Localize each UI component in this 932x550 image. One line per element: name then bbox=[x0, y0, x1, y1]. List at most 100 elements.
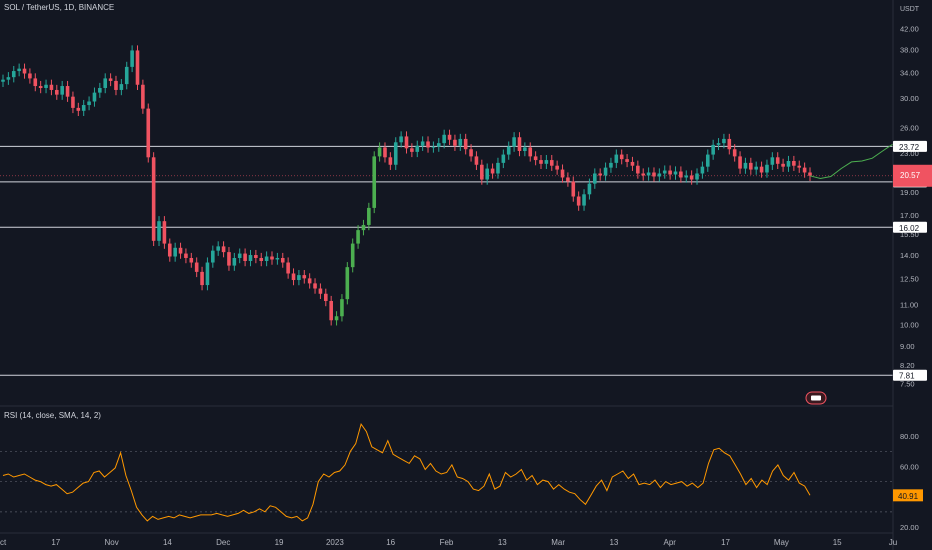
candle bbox=[587, 183, 592, 195]
candle bbox=[71, 96, 75, 108]
candle bbox=[415, 145, 420, 152]
candle bbox=[539, 160, 543, 164]
candle bbox=[302, 275, 307, 279]
candle bbox=[65, 86, 70, 97]
candle bbox=[38, 86, 43, 88]
candle bbox=[167, 243, 172, 257]
candle bbox=[711, 144, 715, 155]
candle bbox=[684, 175, 689, 178]
candle bbox=[227, 252, 231, 266]
candle bbox=[496, 162, 500, 174]
candle bbox=[108, 78, 113, 81]
candle bbox=[1, 79, 5, 82]
candle bbox=[603, 167, 608, 176]
candle bbox=[211, 250, 215, 263]
candle bbox=[738, 156, 742, 169]
time-tick-label: ct bbox=[0, 538, 7, 547]
candle bbox=[576, 196, 581, 206]
candle bbox=[216, 246, 220, 251]
price-tick-label: 7.50 bbox=[900, 380, 915, 389]
candle bbox=[259, 257, 264, 261]
candle bbox=[614, 154, 619, 163]
flag-mark bbox=[811, 395, 821, 401]
level-tag bbox=[893, 140, 927, 152]
candle bbox=[566, 177, 570, 182]
candle bbox=[135, 50, 140, 85]
candle bbox=[44, 84, 48, 88]
candle bbox=[313, 283, 317, 289]
candle bbox=[157, 221, 161, 241]
candle bbox=[141, 84, 145, 109]
candle bbox=[636, 165, 640, 174]
candle bbox=[340, 299, 344, 317]
price-tick-label: 11.00 bbox=[900, 301, 918, 310]
time-tick-label: 17 bbox=[721, 538, 730, 547]
candle bbox=[781, 163, 785, 167]
price-tick-label: 8.20 bbox=[900, 361, 915, 370]
candle bbox=[458, 138, 463, 146]
candle bbox=[76, 107, 81, 111]
candle bbox=[528, 147, 533, 157]
candle bbox=[297, 275, 301, 281]
candle bbox=[205, 262, 210, 286]
time-tick-label: 13 bbox=[609, 538, 618, 547]
candle bbox=[759, 166, 764, 173]
candle bbox=[345, 267, 350, 300]
rsi-line bbox=[2, 422, 811, 522]
time-tick-label: Nov bbox=[105, 538, 119, 547]
candle bbox=[178, 247, 183, 254]
candle bbox=[544, 160, 549, 164]
rsi-pane bbox=[0, 405, 893, 522]
price-tick-label: 19.00 bbox=[900, 188, 919, 197]
candle bbox=[329, 300, 333, 321]
time-tick-label: 2023 bbox=[326, 538, 344, 547]
candle bbox=[361, 224, 366, 231]
candle bbox=[318, 288, 323, 294]
candle bbox=[103, 78, 108, 88]
candle bbox=[716, 143, 721, 145]
time-tick-label: 16 bbox=[386, 538, 395, 547]
candle bbox=[695, 173, 699, 180]
candle bbox=[679, 171, 683, 178]
candle bbox=[770, 157, 775, 165]
rsi-tick-label: 20.00 bbox=[900, 523, 919, 532]
candle bbox=[28, 73, 32, 79]
candle bbox=[808, 172, 812, 176]
flag-icon[interactable] bbox=[805, 391, 827, 405]
candle bbox=[447, 134, 452, 140]
time-tick-label: Mar bbox=[551, 538, 565, 547]
price-tick-label: 30.00 bbox=[900, 94, 919, 103]
candle bbox=[367, 207, 371, 225]
time-tick-label: Ju bbox=[889, 538, 897, 547]
candle bbox=[184, 253, 188, 258]
candle bbox=[350, 243, 355, 268]
candle bbox=[399, 136, 403, 143]
candle bbox=[49, 84, 54, 90]
time-axis[interactable]: ct 17 Nov 14 Dec 19 2023 16 Feb 13 Mar 13 Apr 17 May 15… bbox=[0, 532, 897, 547]
candle bbox=[598, 173, 602, 176]
candle bbox=[754, 166, 758, 170]
candle bbox=[431, 146, 436, 148]
candle bbox=[243, 253, 247, 261]
candle bbox=[388, 157, 393, 165]
candle bbox=[657, 173, 662, 177]
candle bbox=[383, 147, 387, 158]
candle bbox=[490, 168, 495, 174]
time-tick-label: 13 bbox=[498, 538, 507, 547]
candle bbox=[668, 170, 672, 175]
candle bbox=[474, 156, 479, 165]
candle bbox=[797, 165, 802, 168]
candle bbox=[280, 257, 285, 263]
candle bbox=[775, 157, 780, 164]
time-tick-label: Apr bbox=[664, 538, 677, 547]
candle bbox=[619, 154, 624, 160]
currency-label: USDT bbox=[900, 6, 920, 13]
candle bbox=[173, 247, 177, 257]
forecast-curve bbox=[809, 143, 894, 180]
price-axis[interactable]: USDT42.0038.0034.0030.0026.0023.0021.001… bbox=[892, 0, 932, 550]
candle bbox=[232, 257, 237, 266]
candle bbox=[55, 89, 59, 95]
candle bbox=[501, 154, 506, 163]
